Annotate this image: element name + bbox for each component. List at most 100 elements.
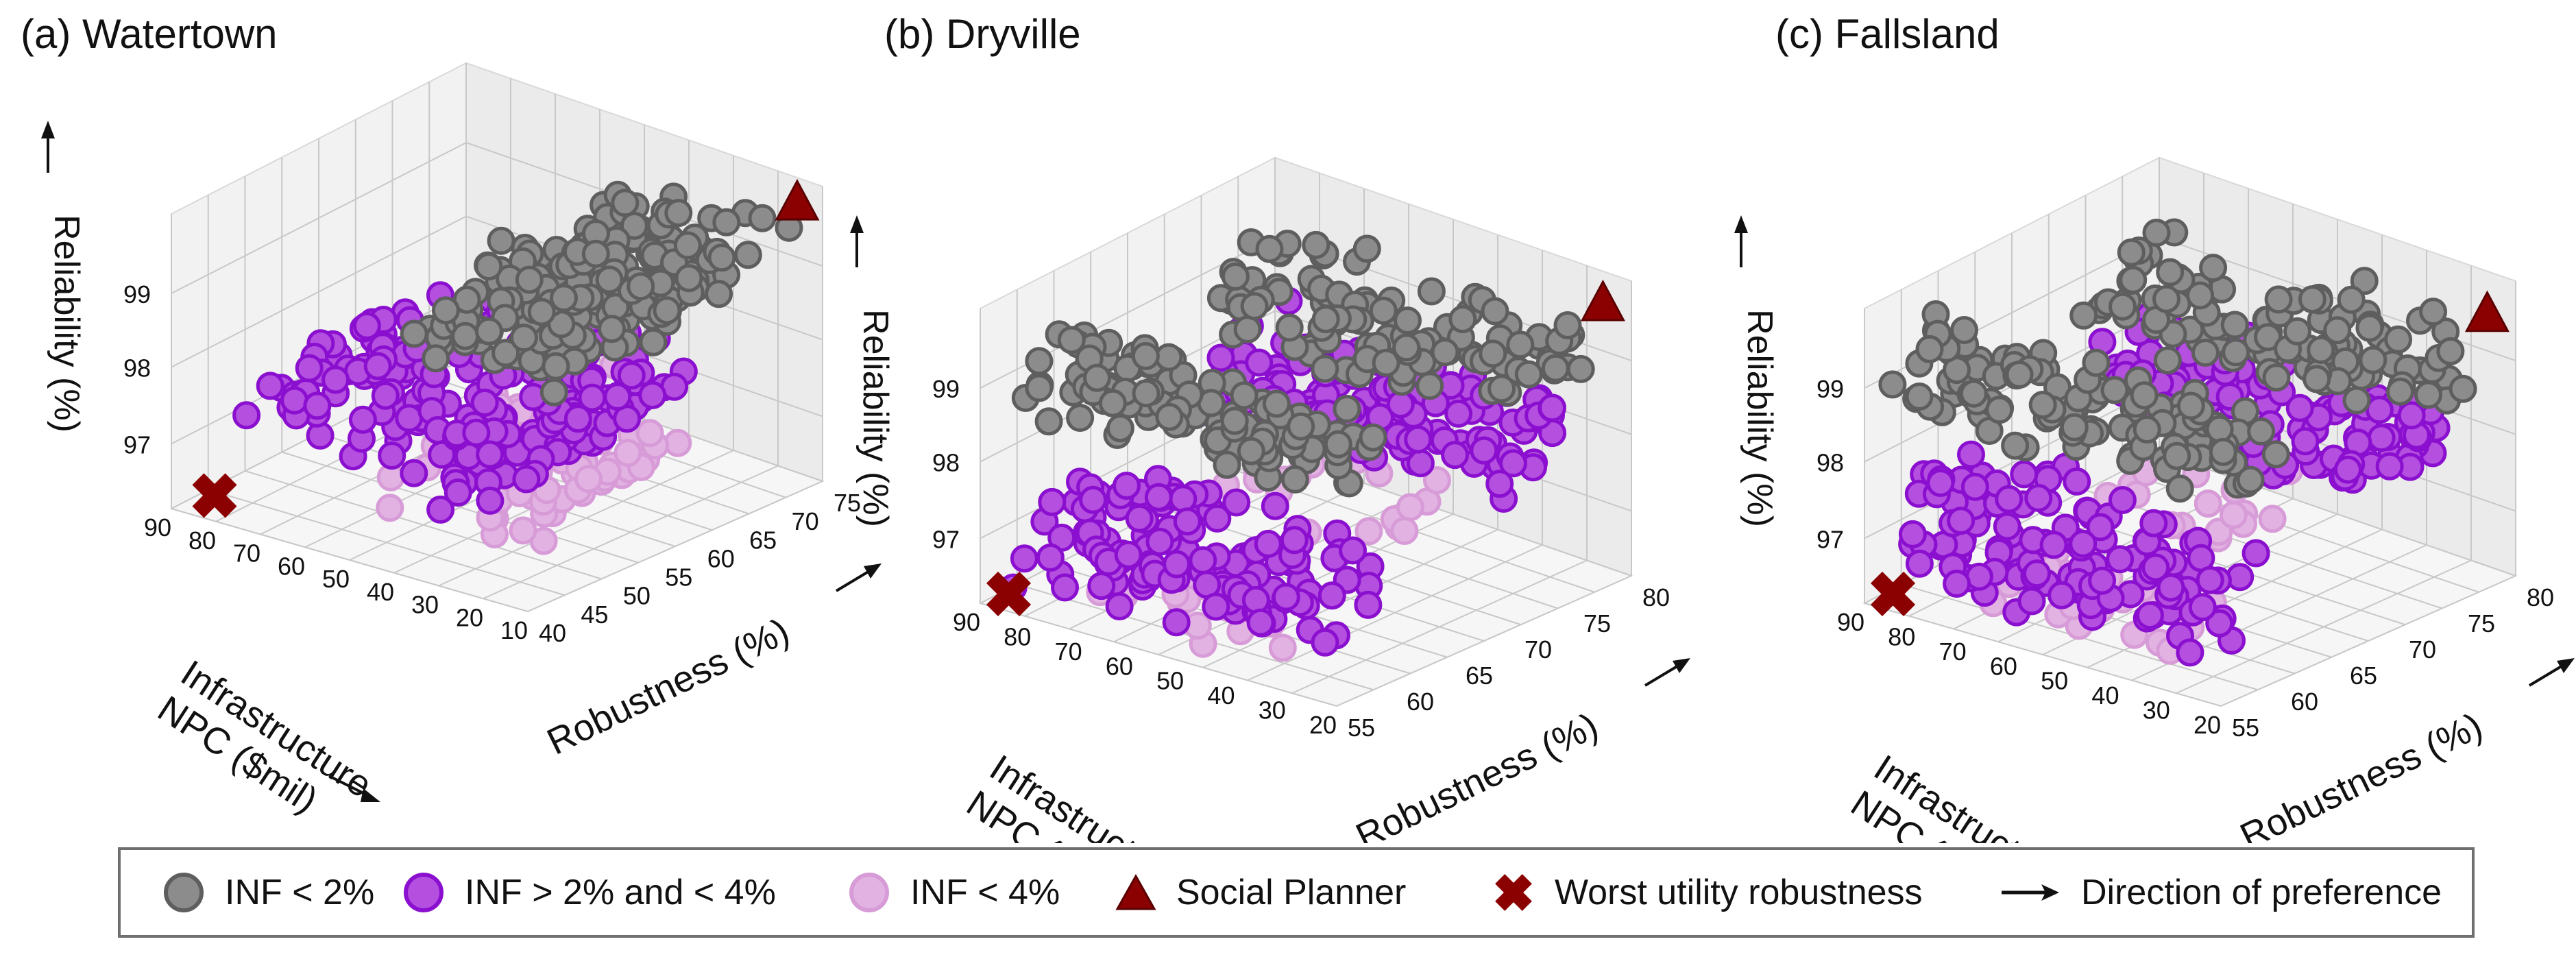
data-point	[1898, 520, 1927, 548]
x-tick-label: 50	[1156, 667, 1184, 695]
data-point	[1255, 234, 1284, 263]
data-point	[431, 296, 460, 325]
x-tick-label: 70	[233, 539, 260, 568]
x-tick-label: 70	[1055, 638, 1082, 666]
data-point	[400, 459, 428, 487]
data-point	[1538, 393, 1566, 422]
data-point	[1132, 379, 1161, 408]
data-point	[371, 381, 400, 410]
data-point	[2323, 316, 2352, 345]
data-point	[256, 372, 284, 400]
data-point	[303, 391, 332, 420]
x-tick-label: 60	[1990, 652, 2017, 680]
panel-title: (a) Watertown	[21, 11, 278, 57]
x-tick-label: 50	[322, 565, 350, 593]
data-point	[1145, 527, 1174, 556]
y-tick-label: 45	[581, 600, 608, 629]
data-point	[1431, 338, 1459, 367]
data-point	[2258, 505, 2287, 533]
data-point	[1079, 485, 1108, 514]
data-point	[1514, 360, 1543, 389]
legend-label-social-planner: Social Planner	[1176, 873, 1407, 912]
data-point	[620, 211, 648, 240]
grid-line	[171, 215, 467, 368]
data-point	[2186, 281, 2215, 310]
grid-line	[438, 450, 734, 587]
z-tick-label: 98	[1816, 449, 1844, 477]
data-point	[2152, 284, 2180, 313]
y-tick-label: 70	[792, 507, 819, 535]
data-point	[1169, 485, 1198, 513]
data-point	[1396, 493, 1424, 522]
z-tick-label: 97	[123, 430, 151, 459]
data-point	[2086, 513, 2115, 542]
data-point	[1025, 347, 1054, 376]
x-tick-label: 90	[953, 608, 980, 636]
data-point	[598, 315, 626, 343]
data-point	[1241, 585, 1270, 614]
data-point	[1203, 504, 1232, 533]
data-point	[550, 284, 578, 313]
worst-robustness-marker	[986, 571, 1032, 616]
data-point	[1025, 374, 1054, 402]
data-point	[581, 239, 610, 268]
data-point	[664, 199, 693, 228]
data-point	[1287, 412, 1315, 441]
data-point	[2342, 386, 2371, 415]
y-tick-label: 75	[2468, 609, 2495, 638]
data-point	[1390, 517, 1419, 545]
data-point	[1960, 472, 1989, 501]
data-point	[1155, 402, 1184, 431]
y-arrow-line	[1644, 664, 1681, 687]
z-axis-label: Reliability (%)	[47, 215, 86, 433]
gray-circle-icon	[164, 873, 204, 912]
data-point	[2100, 376, 2129, 404]
cross-icon	[1495, 874, 1532, 911]
data-point	[1163, 550, 1191, 579]
data-point	[1213, 450, 1241, 479]
z-tick-label: 97	[932, 525, 960, 553]
data-point	[2108, 486, 2137, 514]
y-arrow-head	[1673, 658, 1690, 673]
data-point	[2023, 559, 2051, 588]
data-point	[1222, 488, 1251, 517]
data-point	[1959, 379, 1988, 408]
data-point	[2141, 553, 2170, 582]
z-axis-label: Reliability (%)	[1740, 309, 1779, 527]
data-point	[295, 354, 324, 383]
legend-item-worst-robust: Worst utility robustness	[1492, 850, 1923, 935]
social-planner-marker	[775, 178, 820, 221]
legend: INF < 2% INF > 2% and < 4% INF < 4% Soci…	[118, 847, 2475, 938]
data-point	[2384, 325, 2413, 354]
data-point	[2302, 365, 2331, 393]
data-point	[1302, 230, 1330, 259]
panel-title: (c) Fallsland	[1775, 11, 2000, 57]
data-point	[733, 241, 762, 269]
x-tick-label: 30	[2143, 696, 2170, 725]
data-point	[1947, 507, 1976, 535]
data-point	[2222, 338, 2250, 367]
grid-line	[1336, 575, 1632, 707]
data-point	[2220, 311, 2249, 339]
data-point	[1481, 297, 1509, 326]
data-point	[352, 311, 381, 340]
worst-robustness-marker	[192, 473, 237, 518]
data-point	[2063, 467, 2091, 496]
data-point	[474, 252, 503, 281]
z-axis-label: Reliability (%)	[855, 309, 895, 527]
data-point	[2028, 391, 2057, 419]
data-point	[1553, 311, 1582, 339]
data-point	[1317, 581, 1346, 610]
y-axis-label: Robustness (%)	[2234, 705, 2489, 843]
y-tick-label: 75	[1583, 609, 1611, 638]
y-tick-label: 55	[2232, 714, 2259, 742]
y-axis-label: Robustness (%)	[541, 610, 796, 762]
y-tick-label: 65	[749, 526, 777, 554]
data-point	[1206, 343, 1235, 372]
data-point	[378, 441, 406, 470]
legend-label-inf-2-4: INF > 2% and < 4%	[465, 873, 776, 912]
grid-line	[2176, 559, 2472, 694]
z-tick-label: 97	[1816, 525, 1844, 553]
grid-line	[483, 465, 779, 600]
data-point	[1105, 592, 1134, 620]
